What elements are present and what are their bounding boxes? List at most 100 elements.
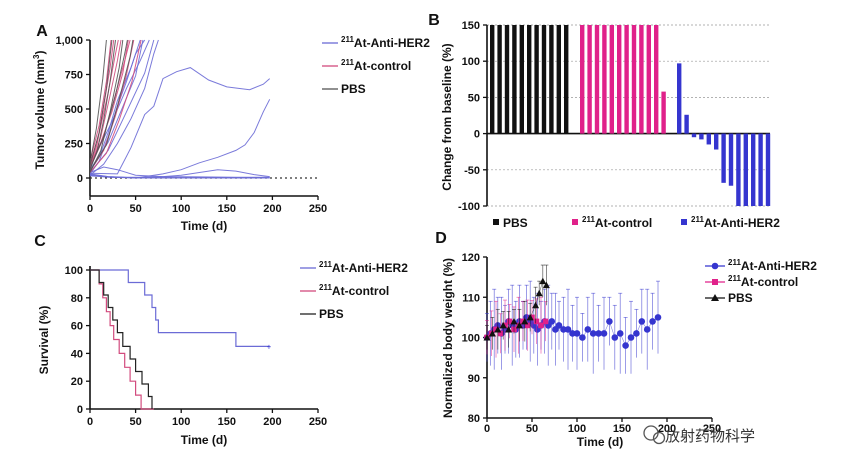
d-legend-marker-triangle (711, 294, 719, 301)
d-marker-circle (606, 318, 613, 325)
b-bar-control (594, 25, 600, 134)
b-bar-control (624, 25, 629, 134)
panel-label-d: D (435, 230, 447, 247)
a-legend-label-anti-sup: 211 (341, 35, 354, 44)
b-bar-pbs (490, 25, 495, 134)
d-marker-triangle (521, 317, 529, 325)
c-x-axis-label: Time (d) (181, 433, 227, 447)
d-y-tick-label: 90 (468, 373, 480, 385)
d-x-tick-label: 50 (526, 423, 538, 435)
b-bar-control (609, 25, 614, 134)
a-legend-label-pbs: PBS (341, 82, 366, 96)
d-marker-triangle (488, 329, 496, 337)
d-legend-marker-circle (711, 262, 719, 270)
a-series-group (90, 39, 271, 179)
a-series-line-pbs (90, 39, 107, 163)
b-bar-anti (728, 133, 734, 186)
d-marker-circle (600, 330, 608, 337)
d-marker-circle (611, 334, 619, 341)
c-survival-line-control (90, 269, 154, 410)
a-y-axis-label-end: ) (33, 51, 47, 55)
a-x-tick-label: 150 (218, 203, 236, 215)
d-y-tick-label: 110 (462, 292, 480, 304)
d-marker-square (533, 318, 540, 325)
d-legend-label-pbs: PBS (728, 291, 753, 305)
b-bar-pbs (541, 25, 547, 134)
a-series-line-control (90, 39, 142, 173)
b-legend-label-anti-sup: 211 (691, 215, 704, 224)
d-marker-triangle (526, 313, 534, 321)
a-series-line-anti (90, 166, 270, 178)
d-legend-label-anti-sup: 211 (728, 258, 741, 267)
b-bar-anti (691, 133, 697, 138)
b-bar-pbs (564, 25, 569, 134)
a-x-tick-label: 0 (87, 203, 93, 215)
a-series-line-pbs (90, 39, 134, 172)
c-x-tick-label: 250 (309, 416, 327, 428)
panel-label-a: A (36, 23, 48, 40)
a-y-tick-label: 1,000 (55, 35, 83, 47)
a-y-tick-label: 250 (65, 139, 83, 151)
b-y-tick-label: -50 (464, 165, 480, 177)
b-bar-pbs (534, 25, 539, 134)
a-x-tick-label: 200 (263, 203, 281, 215)
c-legend-label-pbs: PBS (319, 307, 344, 321)
b-y-tick-label: -100 (458, 201, 480, 213)
b-bar-control (602, 25, 607, 134)
d-marker-circle (584, 326, 592, 333)
b-bar-control (580, 25, 585, 134)
d-marker-circle (564, 326, 572, 333)
b-bar-pbs (556, 25, 561, 134)
b-legend-label-control-main: At-control (595, 216, 652, 230)
b-legend-label-anti: 211At-Anti-HER2 (691, 215, 780, 230)
b-bar-anti (684, 114, 689, 134)
d-marker-circle (654, 314, 662, 321)
d-marker-circle (595, 330, 602, 337)
a-y-tick-label: 500 (65, 104, 83, 116)
c-x-tick-label: 100 (172, 416, 190, 428)
b-bar-control (661, 91, 666, 134)
a-legend-label-control-main: At-control (354, 59, 411, 73)
c-x-tick-label: 0 (87, 416, 93, 428)
c-legend-label-anti-sup: 211 (319, 260, 332, 269)
a-y-tick-label: 750 (65, 70, 83, 82)
a-y-axis-label-sup: 3 (32, 54, 41, 59)
d-marker-triangle (532, 301, 540, 309)
b-y-tick-label: 0 (474, 129, 480, 141)
b-bar-anti (699, 133, 704, 140)
b-legend-label-anti-main: At-Anti-HER2 (704, 216, 780, 230)
d-y-tick-label: 80 (468, 413, 480, 425)
b-y-tick-label: 50 (468, 92, 480, 104)
wechat-icon-bubble-2 (652, 431, 666, 445)
a-series-line-control (90, 39, 122, 170)
b-bar-anti (758, 133, 763, 206)
c-y-tick-label: 80 (71, 293, 83, 305)
a-legend-label-anti: 211At-Anti-HER2 (341, 35, 430, 50)
d-x-tick-label: 100 (568, 423, 586, 435)
d-marker-square (542, 318, 549, 325)
d-y-axis-label: Normalized body weight (%) (441, 258, 455, 418)
a-series-line-anti (90, 39, 159, 176)
b-bar-control (617, 25, 622, 134)
d-marker-circle (589, 330, 597, 337)
b-y-tick-label: 150 (462, 20, 480, 32)
d-marker-circle (643, 326, 651, 333)
b-bar-pbs (519, 25, 524, 134)
b-bar-pbs (527, 25, 532, 134)
d-marker-triangle (539, 277, 547, 285)
d-marker-triangle (483, 334, 491, 341)
c-y-tick-label: 20 (71, 376, 83, 388)
b-bar-pbs (512, 25, 517, 134)
c-legend-label-control: 211At-control (319, 283, 389, 298)
d-legend-label-anti-main: At-Anti-HER2 (741, 259, 817, 273)
a-y-axis-label-main: Tumor volume (mm (33, 59, 47, 169)
c-y-axis-label: Survival (%) (37, 306, 51, 375)
a-legend-label-control-sup: 211 (341, 58, 354, 67)
a-x-tick-label: 50 (129, 203, 141, 215)
d-marker-triangle (535, 289, 543, 297)
b-bar-anti (751, 133, 756, 206)
d-x-tick-label: 150 (613, 423, 631, 435)
a-x-axis-label: Time (d) (181, 219, 227, 233)
